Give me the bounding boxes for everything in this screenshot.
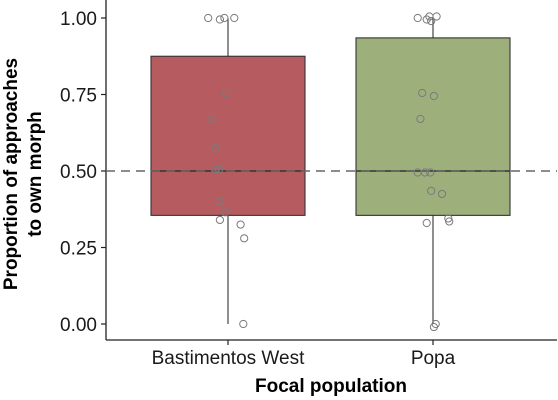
data-point — [420, 168, 429, 177]
data-point — [445, 217, 454, 226]
data-point — [222, 88, 231, 98]
y-tick-label: 0.25 — [60, 239, 97, 260]
data-point — [215, 215, 224, 225]
x-axis-title: Focal population — [255, 376, 407, 397]
x-tick-label: Bastimentos West — [152, 348, 305, 369]
data-point — [240, 234, 249, 243]
data-point — [211, 165, 220, 174]
data-point — [220, 13, 229, 23]
y-axis-title-line-1: Proportion of approaches — [1, 58, 22, 290]
data-point — [214, 197, 224, 206]
axes-layer: 0.00 0.25 0.50 0.75 1.00 Bastimentos West Popa — [60, 0, 557, 369]
data-point — [236, 220, 245, 229]
y-tick-label: 0.75 — [60, 86, 97, 107]
y-tick-label: 1.00 — [60, 9, 97, 30]
y-axis-title-line-2: to own morph — [25, 111, 46, 237]
box-bastimentos-west — [150, 55, 306, 216]
data-point — [206, 114, 215, 124]
boxes-layer — [150, 18, 511, 324]
data-point — [437, 189, 447, 199]
data-point — [426, 168, 435, 177]
y-tick-label: 0.50 — [60, 162, 97, 183]
y-tick-label: 0.00 — [60, 315, 97, 336]
data-point — [427, 186, 436, 195]
data-point — [230, 13, 239, 23]
data-point — [429, 322, 438, 332]
data-point — [214, 165, 224, 174]
data-point — [211, 143, 220, 153]
data-point — [413, 13, 422, 23]
data-point — [239, 319, 248, 329]
data-point — [427, 16, 436, 26]
box-popa — [355, 37, 511, 216]
data-point — [432, 12, 441, 21]
data-point — [204, 13, 213, 23]
data-point — [429, 91, 438, 101]
data-point — [422, 218, 431, 228]
x-tick-label: Popa — [411, 348, 456, 369]
points-layer — [204, 12, 454, 332]
data-point — [416, 114, 425, 124]
data-point — [418, 88, 427, 98]
data-point — [215, 15, 224, 24]
data-point — [221, 208, 230, 217]
